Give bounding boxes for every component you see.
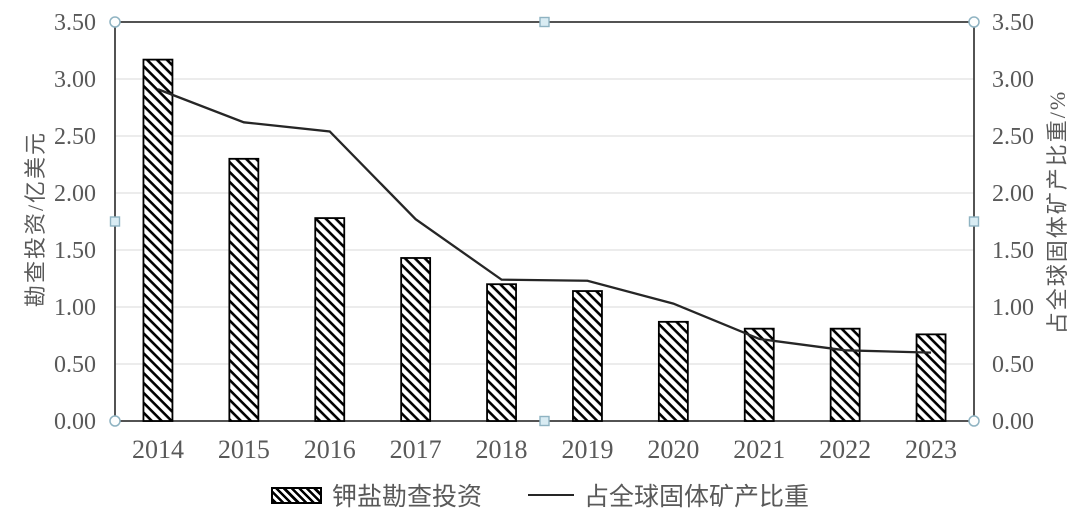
left-axis-tick-0.00: 0.00	[54, 409, 96, 435]
bar-2017[interactable]	[400, 257, 432, 422]
x-axis-label-2017: 2017	[390, 435, 442, 464]
left-axis-tick-0.50: 0.50	[54, 352, 96, 378]
x-axis-label-2019: 2019	[561, 435, 613, 464]
x-axis-label-2021: 2021	[733, 435, 785, 464]
selection-handle-corner[interactable]	[109, 16, 121, 28]
bar-2021[interactable]	[743, 327, 775, 422]
x-axis-label-2016: 2016	[304, 435, 356, 464]
legend-label-line-series: 占全球固体矿产比重	[584, 484, 810, 511]
left-axis-tick-1.50: 1.50	[54, 238, 96, 264]
left-axis-tick-3.00: 3.00	[54, 67, 96, 93]
selection-handle-edge[interactable]	[109, 216, 121, 227]
right-axis-tick-0.00: 0.00	[992, 409, 1034, 435]
bar-2022[interactable]	[829, 327, 861, 422]
selection-handle-edge[interactable]	[539, 16, 550, 28]
left-axis-title: 勘查投资/亿美元	[23, 130, 48, 308]
bar-2019[interactable]	[572, 290, 603, 422]
left-axis-tick-2.50: 2.50	[54, 124, 96, 150]
bar-2014[interactable]	[142, 58, 174, 422]
legend-item-line-series[interactable]: 占全球固体矿产比重	[528, 477, 809, 513]
bar-2016[interactable]	[314, 217, 346, 422]
x-axis-label-2022: 2022	[819, 435, 871, 464]
legend-label-bar-series: 钾盐勘查投资	[331, 484, 482, 511]
bar-2020[interactable]	[657, 320, 689, 422]
right-axis-tick-0.50: 0.50	[992, 352, 1034, 378]
bar-2018[interactable]	[486, 283, 517, 422]
bar-series-swatch-icon	[270, 486, 322, 504]
right-axis-tick-2.00: 2.00	[992, 181, 1034, 207]
right-axis-tick-3.00: 3.00	[992, 67, 1034, 93]
selection-handle-corner[interactable]	[968, 415, 980, 427]
bar-2015[interactable]	[228, 157, 260, 422]
selection-handle-edge[interactable]	[968, 216, 980, 227]
legend-item-bar-series[interactable]: 钾盐勘查投资	[270, 477, 482, 513]
bar-2023[interactable]	[915, 333, 947, 422]
selection-handle-corner[interactable]	[968, 16, 980, 28]
left-axis-tick-3.50: 3.50	[54, 10, 96, 36]
right-axis-tick-2.50: 2.50	[992, 124, 1034, 150]
left-axis-tick-2.00: 2.00	[54, 181, 96, 207]
x-axis-label-2015: 2015	[218, 435, 270, 464]
x-axis-label-2014: 2014	[132, 435, 184, 464]
right-axis-title: 占全球固体矿产比重/%	[1045, 89, 1070, 335]
selection-handle-corner[interactable]	[109, 415, 121, 427]
x-axis-label-2023: 2023	[905, 435, 957, 464]
line-series-swatch-icon	[528, 494, 574, 496]
right-axis-tick-1.50: 1.50	[992, 238, 1034, 264]
right-axis-tick-1.00: 1.00	[992, 295, 1034, 321]
selection-handle-edge[interactable]	[539, 415, 550, 427]
left-axis-tick-1.00: 1.00	[54, 295, 96, 321]
legend: 钾盐勘查投资 占全球固体矿产比重	[0, 477, 1080, 513]
right-axis-tick-3.50: 3.50	[992, 10, 1034, 36]
line-series[interactable]	[157, 88, 932, 354]
x-axis-label-2018: 2018	[476, 435, 528, 464]
x-axis-label-2020: 2020	[647, 435, 699, 464]
